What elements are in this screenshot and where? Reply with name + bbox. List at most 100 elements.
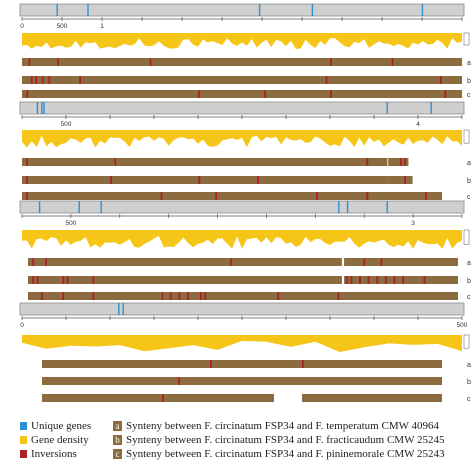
inversion-mark bbox=[41, 76, 44, 84]
inversion-mark bbox=[366, 192, 369, 200]
panel-2: 500 4 a b c bbox=[19, 101, 471, 201]
inversion-mark bbox=[169, 292, 172, 300]
inversion-mark bbox=[376, 276, 379, 284]
synteny-block bbox=[22, 158, 388, 166]
synteny-block bbox=[22, 76, 462, 84]
inversion-mark bbox=[444, 90, 447, 98]
ruler-tick-label: 0 bbox=[20, 23, 24, 30]
inversion-mark bbox=[402, 276, 404, 284]
inversion-mark bbox=[391, 58, 394, 66]
inversion-mark bbox=[384, 276, 387, 284]
inversion-mark bbox=[380, 258, 383, 266]
synteny-block bbox=[28, 292, 162, 300]
gene-density-profile bbox=[22, 335, 462, 352]
inversion-mark bbox=[114, 158, 117, 166]
inversion-mark bbox=[178, 377, 180, 385]
inversion-mark bbox=[400, 158, 402, 166]
inversion-mark bbox=[363, 258, 366, 266]
ruler-tick-label: 4 bbox=[416, 121, 420, 128]
inversion-mark bbox=[366, 158, 369, 166]
inversion-mark bbox=[79, 76, 81, 84]
inversion-mark bbox=[26, 192, 28, 200]
synteny-block bbox=[22, 90, 462, 98]
track-label: a bbox=[467, 362, 471, 369]
synteny-block bbox=[302, 394, 442, 402]
inversion-mark bbox=[359, 276, 361, 284]
inversion-mark bbox=[350, 276, 353, 284]
track-label: b bbox=[467, 278, 471, 285]
track-label: b bbox=[467, 178, 471, 185]
inversion-mark bbox=[367, 276, 370, 284]
inversion-mark bbox=[198, 176, 201, 184]
inversion-mark bbox=[160, 192, 163, 200]
track-label: c bbox=[467, 194, 471, 201]
inversion-mark bbox=[26, 158, 28, 166]
inversion-mark bbox=[32, 258, 35, 266]
inversion-mark bbox=[36, 276, 39, 284]
synteny-block bbox=[42, 360, 442, 368]
inversion-mark bbox=[425, 192, 427, 200]
synteny-block bbox=[162, 292, 458, 300]
inversion-mark bbox=[92, 276, 95, 284]
inversion-mark bbox=[30, 76, 33, 84]
gene-density-profile bbox=[22, 130, 462, 148]
panel-4: 0 500 a b c bbox=[19, 302, 471, 403]
inversion-mark bbox=[161, 292, 164, 300]
track-label: a bbox=[467, 160, 471, 167]
ruler-tick-label: 1 bbox=[100, 23, 104, 30]
ruler-tick-label: 3 bbox=[411, 220, 415, 227]
track-label: a bbox=[467, 60, 471, 67]
inversion-mark bbox=[204, 292, 207, 300]
inversion-mark bbox=[215, 192, 217, 200]
panel-3: 500 3 a b c bbox=[19, 200, 471, 301]
ruler-bar bbox=[19, 200, 465, 214]
density-scale bbox=[463, 334, 470, 349]
gene-density-profile bbox=[22, 230, 462, 249]
synteny-block bbox=[28, 258, 342, 266]
synteny-block bbox=[28, 276, 342, 284]
gene-density-profile bbox=[22, 33, 462, 49]
inversion-mark bbox=[162, 394, 164, 402]
inversion-mark bbox=[48, 76, 51, 84]
inversion-mark bbox=[40, 292, 43, 300]
inversion-mark bbox=[330, 90, 332, 98]
inversion-mark bbox=[404, 158, 406, 166]
track-label: c bbox=[467, 92, 471, 99]
inversion-mark bbox=[277, 292, 280, 300]
inversion-mark bbox=[187, 292, 189, 300]
synteny-block bbox=[22, 192, 442, 200]
inversion-mark bbox=[316, 192, 318, 200]
inversion-mark bbox=[28, 58, 31, 66]
density-scale bbox=[463, 129, 470, 144]
inversion-mark bbox=[35, 76, 37, 84]
inversion-mark bbox=[257, 176, 259, 184]
ruler-tick-label: 500 bbox=[57, 23, 68, 30]
track-label: b bbox=[467, 379, 471, 386]
ruler-tick-label: 0 bbox=[20, 322, 24, 329]
inversion-mark bbox=[302, 360, 304, 368]
ruler-tick-label: 500 bbox=[61, 121, 72, 128]
inversion-mark bbox=[264, 90, 266, 98]
ruler-bar bbox=[19, 101, 465, 115]
synteny-block bbox=[42, 394, 274, 402]
ruler-tick-label: 500 bbox=[65, 220, 76, 227]
density-scale bbox=[463, 32, 470, 46]
ruler-tick-label: 500 bbox=[457, 322, 468, 329]
inversion-mark bbox=[66, 276, 69, 284]
inversion-mark bbox=[230, 258, 232, 266]
inversion-mark bbox=[149, 58, 152, 66]
synteny-block bbox=[42, 377, 442, 385]
inversion-mark bbox=[346, 276, 348, 284]
ruler-bar bbox=[19, 3, 465, 17]
inversion-mark bbox=[198, 90, 200, 98]
inversion-mark bbox=[325, 76, 328, 84]
track-label: b bbox=[467, 78, 471, 85]
inversion-mark bbox=[92, 292, 95, 300]
inversion-mark bbox=[45, 258, 47, 266]
inversion-mark bbox=[110, 176, 112, 184]
inversion-mark bbox=[200, 292, 202, 300]
inversion-mark bbox=[423, 276, 426, 284]
inversion-mark bbox=[210, 360, 212, 368]
track-label: c bbox=[467, 294, 471, 301]
